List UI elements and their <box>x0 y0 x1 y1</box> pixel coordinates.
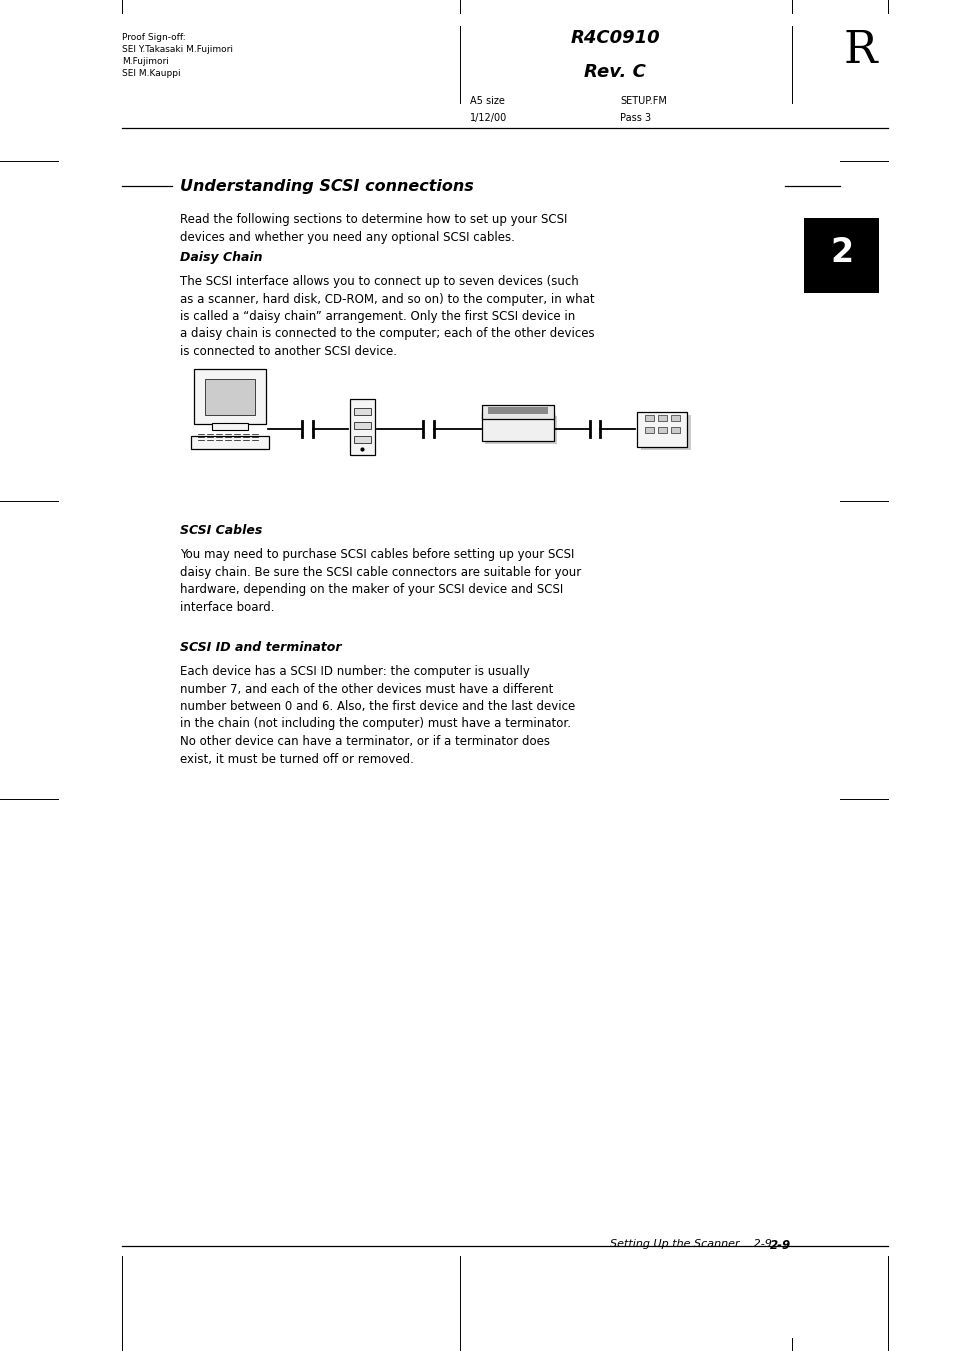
Bar <box>354 436 370 443</box>
Text: Pass 3: Pass 3 <box>619 113 651 123</box>
Bar <box>637 412 686 446</box>
Bar <box>481 413 554 440</box>
Bar <box>349 400 375 454</box>
Bar <box>640 415 690 450</box>
Bar <box>670 427 679 434</box>
Text: SCSI Cables: SCSI Cables <box>180 524 262 536</box>
Text: R4C0910: R4C0910 <box>570 28 659 47</box>
Bar <box>191 436 269 449</box>
Text: 2-9: 2-9 <box>769 1239 790 1252</box>
Bar <box>354 423 370 430</box>
Text: SCSI ID and terminator: SCSI ID and terminator <box>180 640 341 654</box>
Text: R: R <box>842 28 876 72</box>
Bar <box>193 369 266 424</box>
Text: Each device has a SCSI ID number: the computer is usually
number 7, and each of : Each device has a SCSI ID number: the co… <box>180 665 575 766</box>
Text: Understanding SCSI connections: Understanding SCSI connections <box>180 178 474 195</box>
Bar <box>670 415 679 422</box>
Bar <box>658 427 666 434</box>
Text: SETUP.FM: SETUP.FM <box>619 96 666 105</box>
Bar <box>481 405 554 419</box>
Bar <box>484 416 557 444</box>
Text: The SCSI interface allows you to connect up to seven devices (such
as a scanner,: The SCSI interface allows you to connect… <box>180 276 594 358</box>
Text: 2: 2 <box>829 236 852 269</box>
Bar <box>644 427 654 434</box>
Text: Rev. C: Rev. C <box>583 63 645 81</box>
Bar <box>644 415 654 422</box>
Text: Setting Up the Scanner    2-9: Setting Up the Scanner 2-9 <box>609 1239 771 1250</box>
Text: Daisy Chain: Daisy Chain <box>180 251 262 263</box>
Text: A5 size: A5 size <box>470 96 504 105</box>
Bar <box>212 423 248 430</box>
Text: 1/12/00: 1/12/00 <box>470 113 507 123</box>
Bar <box>803 218 878 293</box>
Bar <box>488 407 547 413</box>
Text: Read the following sections to determine how to set up your SCSI
devices and whe: Read the following sections to determine… <box>180 213 567 243</box>
Bar <box>354 408 370 416</box>
Bar <box>205 380 254 415</box>
Text: Proof Sign-off:
SEI Y.Takasaki M.Fujimori
M.Fujimori
SEI M.Kauppi: Proof Sign-off: SEI Y.Takasaki M.Fujimor… <box>122 32 233 78</box>
Text: You may need to purchase SCSI cables before setting up your SCSI
daisy chain. Be: You may need to purchase SCSI cables bef… <box>180 549 580 613</box>
Bar <box>658 415 666 422</box>
